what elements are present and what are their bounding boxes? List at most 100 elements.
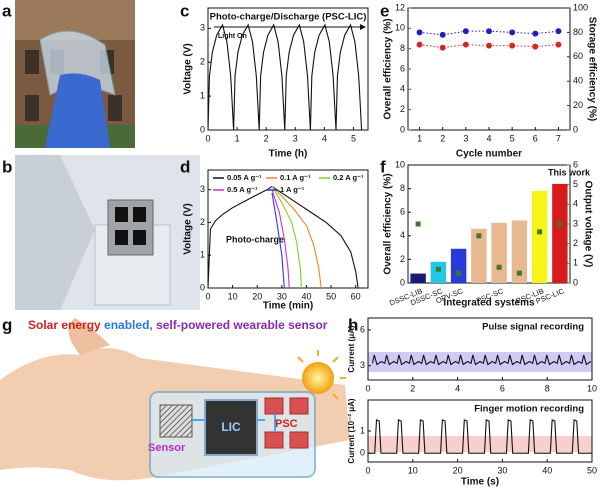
y-tick-label: 6 bbox=[400, 63, 405, 73]
x-tick-label: 20 bbox=[453, 465, 463, 475]
x-tick-label: 10 bbox=[408, 465, 418, 475]
legend-label: 0.1 A g⁻¹ bbox=[280, 173, 311, 182]
annotation: Light On bbox=[218, 33, 247, 40]
x-axis-label: Time (s) bbox=[461, 477, 499, 488]
title-part: self-powered wearable sensor bbox=[156, 318, 328, 332]
x-tick-label: 3 bbox=[463, 133, 468, 143]
point bbox=[456, 270, 462, 276]
y-tick-label: 3 bbox=[200, 184, 205, 194]
point bbox=[415, 221, 421, 227]
x-tick-label: 50 bbox=[326, 291, 336, 301]
y-axis-label: Current (μA) bbox=[347, 325, 356, 372]
marker bbox=[439, 44, 447, 52]
photo-a bbox=[15, 0, 135, 148]
y2-tick-label: 5 bbox=[573, 179, 578, 189]
y2-tick-label: 20 bbox=[573, 100, 583, 110]
x-tick-label: 4 bbox=[455, 383, 460, 393]
y2-tick-label: 1 bbox=[573, 258, 578, 268]
x-tick-label: 8 bbox=[545, 383, 550, 393]
plot-frame bbox=[207, 169, 369, 289]
x-tick-label: 7 bbox=[556, 133, 561, 143]
lic-label: LIC bbox=[221, 420, 241, 434]
y-tick-label: 8 bbox=[400, 43, 405, 53]
y-tick-label: 6 bbox=[400, 207, 405, 217]
chart-title: Pulse signal recording bbox=[482, 322, 584, 333]
marker bbox=[462, 27, 470, 35]
panel-label: e bbox=[380, 1, 389, 20]
line bbox=[271, 186, 322, 289]
plot-frame bbox=[207, 7, 369, 131]
panel-label: c bbox=[180, 1, 189, 20]
x-tick-label: 2 bbox=[410, 383, 415, 393]
x-tick-label: 30 bbox=[277, 291, 287, 301]
plot-frame bbox=[407, 7, 571, 131]
x-tick-label: 0 bbox=[205, 291, 210, 301]
marker bbox=[531, 30, 539, 38]
y-tick-label: 10 bbox=[395, 23, 405, 33]
y-tick-label: 1 bbox=[200, 250, 205, 260]
y-tick-label: 0 bbox=[360, 448, 365, 458]
marker bbox=[416, 28, 424, 36]
panel-label: h bbox=[348, 315, 358, 334]
x-tick-label: 40 bbox=[542, 465, 552, 475]
line bbox=[271, 192, 285, 289]
bar bbox=[552, 183, 568, 283]
point bbox=[537, 229, 543, 235]
point bbox=[496, 264, 502, 270]
legend-label: 0.05 A g⁻¹ bbox=[227, 173, 262, 182]
x-tick-label: 60 bbox=[351, 291, 361, 301]
title-part: enabled, bbox=[104, 318, 153, 332]
annotation: Photo-charge bbox=[226, 234, 284, 244]
y2-tick-label: 0 bbox=[573, 124, 578, 134]
x-tick-label: 6 bbox=[500, 383, 505, 393]
x-tick-label: 2 bbox=[264, 133, 269, 143]
illustration-title: Solar energy enabled, self-powered weara… bbox=[28, 318, 328, 332]
panel-label: g bbox=[2, 315, 12, 334]
y2-tick-label: 0 bbox=[573, 277, 578, 287]
y2-tick-label: 4 bbox=[573, 199, 578, 209]
x-tick-label: 4 bbox=[486, 133, 491, 143]
y-tick-label: 2 bbox=[400, 104, 405, 114]
y-tick-label: 2 bbox=[400, 254, 405, 264]
bar bbox=[511, 220, 528, 283]
illustration bbox=[0, 318, 350, 481]
bar bbox=[410, 273, 426, 283]
bar bbox=[531, 190, 548, 283]
y-tick-label: 1 bbox=[200, 90, 205, 100]
bar bbox=[471, 228, 487, 283]
annotation: This work bbox=[548, 167, 591, 177]
legend-label: 0.2 A g⁻¹ bbox=[333, 173, 364, 182]
y-tick-label: 2 bbox=[200, 57, 205, 67]
y-axis-label: Voltage (V) bbox=[183, 203, 194, 254]
marker bbox=[508, 42, 516, 50]
x-tick-label: 3 bbox=[293, 133, 298, 143]
y2-tick-label: 60 bbox=[573, 51, 583, 61]
point bbox=[516, 270, 522, 276]
line bbox=[207, 23, 363, 131]
y-tick-label: 10 bbox=[395, 159, 405, 169]
x-tick-label: 10 bbox=[228, 291, 238, 301]
x-tick-label: 50 bbox=[587, 465, 597, 475]
y2-axis-label: Storage efficiency (%) bbox=[586, 17, 597, 121]
marker bbox=[554, 27, 562, 35]
x-axis-label: Integrated systems bbox=[443, 298, 535, 309]
x-tick-label: 20 bbox=[252, 291, 262, 301]
line bbox=[271, 186, 303, 289]
plot-frame bbox=[367, 317, 593, 381]
y-tick-label: 0 bbox=[200, 124, 205, 134]
x-tick-label: 40 bbox=[301, 291, 311, 301]
chart-title: Photo-charge/Discharge (PSC-LIC) bbox=[210, 12, 367, 23]
x-axis-label: Time (h) bbox=[269, 149, 308, 160]
y2-tick-label: 3 bbox=[573, 218, 578, 228]
legend-label: 1 A g⁻¹ bbox=[280, 185, 305, 194]
line bbox=[368, 419, 592, 454]
x-tick-label: 2 bbox=[440, 133, 445, 143]
x-tick-label: 0 bbox=[365, 465, 370, 475]
y-axis-label: Voltage (V) bbox=[183, 43, 194, 94]
point bbox=[476, 233, 482, 239]
line bbox=[271, 189, 290, 289]
y-tick-label: 0 bbox=[400, 124, 405, 134]
x-tick-label: 1 bbox=[417, 133, 422, 143]
marker bbox=[508, 28, 516, 36]
marker bbox=[554, 41, 562, 49]
